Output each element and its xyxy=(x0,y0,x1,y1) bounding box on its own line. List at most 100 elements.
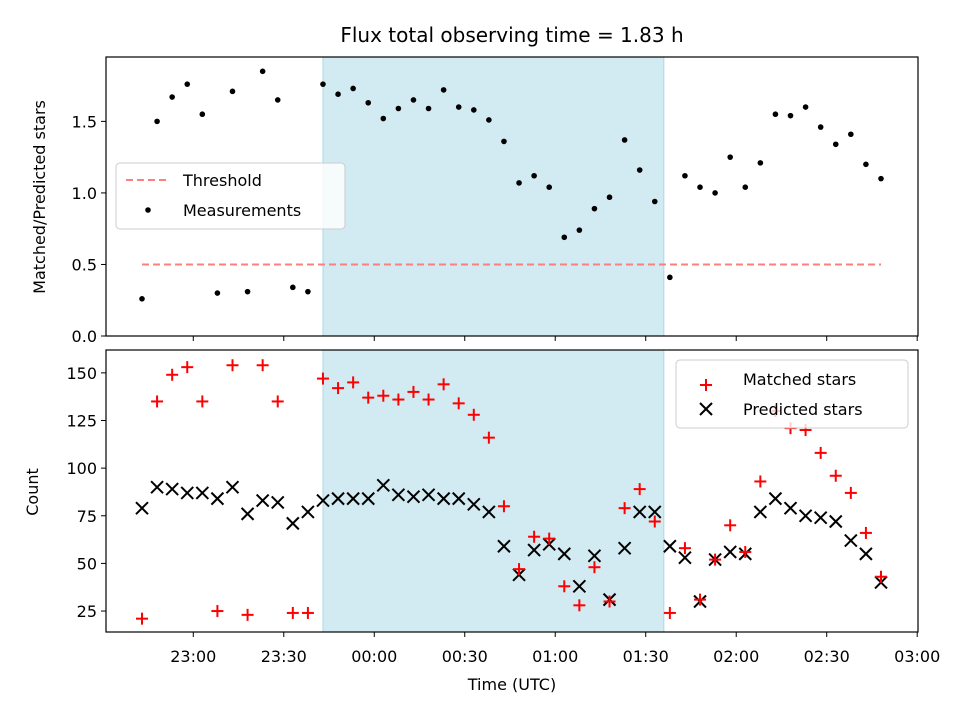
legend-matched-label: Matched stars xyxy=(743,370,856,389)
x-tick-label: 01:00 xyxy=(532,647,578,666)
predicted-point xyxy=(452,491,466,506)
measurement-point xyxy=(878,175,884,182)
matched-point xyxy=(301,606,314,619)
measurement-point xyxy=(395,105,402,112)
matched-point xyxy=(256,359,269,372)
chart-title: Flux total observing time = 1.83 h xyxy=(340,23,683,47)
matched-point xyxy=(286,606,299,619)
predicted-point xyxy=(467,497,481,512)
predicted-point xyxy=(361,491,375,506)
bottom-panel: 25 50 75 100 125 150 23:00 23:30 00:00 00:30 01:00… xyxy=(23,349,940,694)
matched-point xyxy=(709,553,722,566)
predicted-point xyxy=(497,539,511,553)
legend-matched-swatch xyxy=(700,379,712,391)
measurement-point xyxy=(516,180,522,186)
matched-point xyxy=(362,391,375,404)
measurement-point xyxy=(305,288,311,295)
top-y-tick-label: 0.5 xyxy=(72,255,97,274)
predicted-point xyxy=(406,490,421,504)
bottom-y-tick-label: 100 xyxy=(66,459,97,478)
predicted-point xyxy=(813,510,828,525)
matched-point xyxy=(528,530,541,543)
measurement-point xyxy=(772,111,779,118)
predicted-point xyxy=(421,488,436,502)
matched-point xyxy=(377,389,390,402)
predicted-point xyxy=(768,491,783,506)
bottom-y-axis-label: Count xyxy=(23,468,42,516)
predicted-point xyxy=(527,543,541,557)
top-legend-box xyxy=(115,162,346,230)
matched-point xyxy=(844,486,857,499)
matched-point xyxy=(573,599,586,612)
matched-point xyxy=(678,542,691,555)
x-tick-label: 23:30 xyxy=(261,647,307,666)
predicted-point xyxy=(723,545,737,559)
measurement-point xyxy=(259,68,266,75)
predicted-point xyxy=(436,491,451,506)
matched-point xyxy=(648,515,661,528)
predicted-point xyxy=(240,507,255,521)
measurement-point xyxy=(440,87,447,93)
predicted-point xyxy=(753,505,768,519)
measurement-point xyxy=(697,184,703,190)
matched-point xyxy=(437,378,450,391)
matched-point xyxy=(211,605,224,618)
bottom-y-tick-label: 150 xyxy=(66,364,97,383)
matched-point xyxy=(196,395,209,408)
measurement-point xyxy=(757,160,764,166)
shaded-interval xyxy=(322,349,665,633)
measurement-point xyxy=(244,288,251,295)
measurement-point xyxy=(470,107,477,113)
top-y-axis-label: Matched/Predicted stars xyxy=(30,100,49,294)
measurement-point xyxy=(410,97,417,103)
matched-point xyxy=(588,561,601,574)
measurement-point xyxy=(621,137,628,143)
measurement-point xyxy=(606,194,613,201)
shaded-interval xyxy=(322,56,665,337)
bottom-y-tick-label: 50 xyxy=(77,554,97,573)
predicted-point xyxy=(180,486,194,500)
top-y-tick-label: 1.0 xyxy=(72,184,97,203)
measurement-point xyxy=(561,234,568,241)
matched-point xyxy=(241,608,254,621)
predicted-point xyxy=(135,501,149,515)
measurement-point xyxy=(576,227,583,233)
measurement-point xyxy=(651,198,658,205)
predicted-point xyxy=(255,493,270,508)
matched-point xyxy=(347,376,360,389)
measurement-point xyxy=(682,172,688,179)
measurement-point xyxy=(320,81,326,87)
measurement-point xyxy=(365,99,372,106)
predicted-point xyxy=(346,491,360,506)
predicted-point xyxy=(663,539,677,553)
predicted-point xyxy=(798,509,813,523)
matched-point xyxy=(603,595,616,608)
matched-point xyxy=(316,372,329,385)
matched-point xyxy=(332,382,345,395)
matched-point xyxy=(829,469,842,482)
top-y-tick-label: 0.0 xyxy=(72,327,97,346)
predicted-point xyxy=(482,505,496,519)
bottom-y-tick-label: 75 xyxy=(77,507,97,526)
measurement-point xyxy=(501,138,507,145)
measurement-point xyxy=(229,88,236,95)
predicted-point xyxy=(632,505,647,519)
x-tick-label: 02:30 xyxy=(804,647,850,666)
measurement-point xyxy=(486,117,492,123)
matched-point xyxy=(875,570,887,583)
measurement-point xyxy=(455,104,462,110)
matched-point xyxy=(422,393,435,406)
predicted-point xyxy=(829,514,843,529)
x-tick-label: 02:00 xyxy=(713,647,759,666)
matched-point xyxy=(754,475,767,488)
matched-point xyxy=(663,606,676,619)
matched-point xyxy=(151,395,164,408)
measurement-point xyxy=(787,112,794,119)
matched-point xyxy=(226,359,239,372)
matched-point xyxy=(407,385,420,398)
measurement-point xyxy=(139,296,145,302)
bottom-y-tick-label: 125 xyxy=(66,412,97,431)
measurement-point xyxy=(667,274,673,281)
x-tick-label: 00:00 xyxy=(351,647,397,666)
